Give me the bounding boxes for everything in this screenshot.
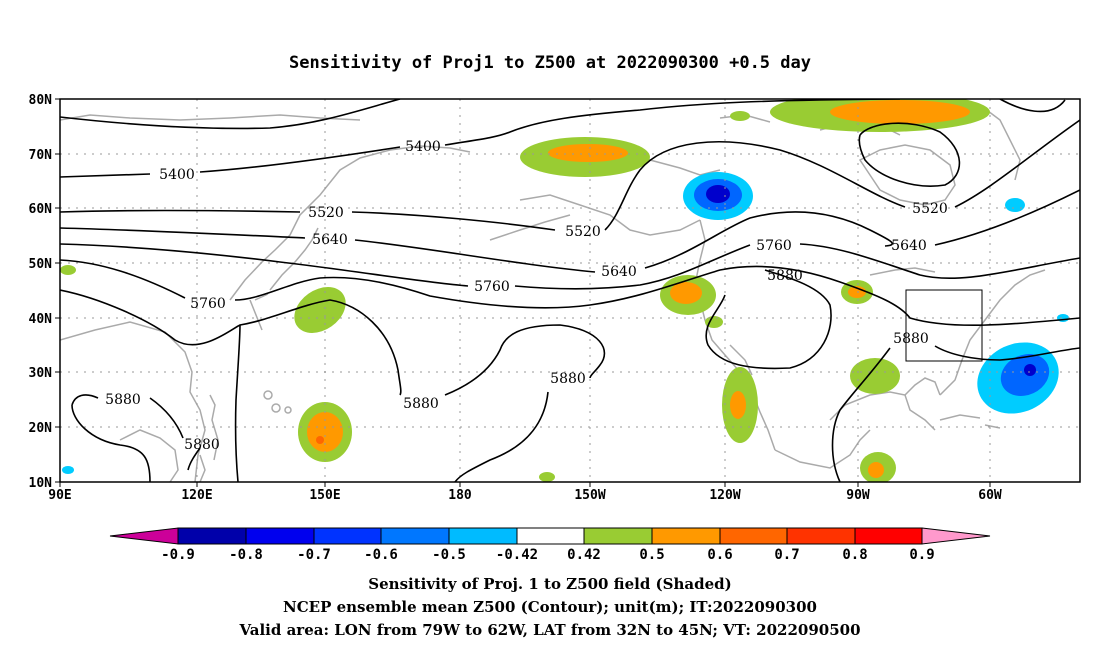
colorbar-seg-10	[786, 527, 856, 545]
contour-label: 5400	[159, 167, 195, 183]
colorbar-seg-2	[245, 527, 315, 545]
lat-axis: 80N 70N 60N 50N 40N 30N 20N 10N	[29, 93, 60, 491]
shade-spot-5	[62, 466, 74, 474]
contour-label: 5880	[403, 396, 439, 412]
colorbar-label: 0.7	[774, 547, 799, 563]
colorbar-seg-5	[448, 527, 518, 545]
shade-caribbean	[860, 452, 896, 482]
contour-label: 5400	[405, 139, 441, 155]
lon-label: 90E	[48, 488, 71, 503]
shade-arctic	[770, 99, 990, 132]
shade-bering	[520, 137, 650, 177]
lat-label: 70N	[29, 148, 53, 163]
map-frame	[59, 98, 1081, 483]
caption-line-3: Valid area: LON from 79W to 62W, LAT fro…	[238, 621, 860, 639]
colorbar-label: 0.8	[842, 547, 867, 563]
lon-label: 150W	[574, 488, 605, 503]
colorbar-seg-1	[177, 527, 247, 545]
sensitivity-shading	[60, 99, 1069, 482]
contours	[60, 99, 1080, 482]
colorbar-seg-7	[583, 527, 653, 545]
shade-spot-3	[60, 265, 76, 275]
colorbar-label: -0.7	[297, 547, 331, 563]
contour-label: 5520	[308, 205, 344, 221]
lon-label: 60W	[978, 488, 1002, 503]
colorbar-seg-9	[719, 527, 788, 545]
valid-area-box	[905, 289, 983, 362]
lon-label: 120W	[709, 488, 740, 503]
colorbar-label: -0.42	[496, 547, 538, 563]
colorbar-label: 0.42	[567, 547, 601, 563]
caption-line-1: Sensitivity of Proj. 1 to Z500 field (Sh…	[368, 575, 731, 593]
colorbar-label: 0.6	[707, 547, 732, 563]
lat-label: 30N	[29, 366, 53, 381]
colorbar-seg-11	[854, 527, 923, 545]
map-title: Sensitivity of Proj1 to Z500 at 20220903…	[289, 53, 811, 73]
lat-label: 40N	[29, 312, 53, 327]
lon-label: 150E	[309, 488, 340, 503]
shade-mexico	[722, 367, 758, 443]
shade-gulf	[850, 358, 900, 394]
colorbar-seg-3	[313, 527, 382, 545]
shade-japan	[294, 287, 346, 333]
lon-label: 180	[448, 488, 472, 503]
shade-west-pacific	[298, 402, 352, 462]
map-panel: 5400 5400 5520 5520 5520 5640 5640 5640 …	[29, 93, 1081, 503]
contour-label: 5880	[105, 392, 141, 408]
colorbar-label: -0.6	[364, 547, 398, 563]
colorbar-seg-6	[516, 527, 585, 545]
colorbar-seg-8	[651, 527, 721, 545]
lat-label: 20N	[29, 421, 53, 436]
contour-label: 5760	[474, 279, 510, 295]
colorbar-label: 0.9	[909, 547, 934, 563]
lat-label: 50N	[29, 257, 53, 272]
contour-label: 5520	[912, 201, 948, 217]
lat-label: 60N	[29, 202, 53, 217]
colorbar-seg-0	[109, 527, 179, 545]
contour-label: 5880	[767, 268, 803, 284]
contour-label: 5640	[891, 238, 927, 254]
contour-label: 5880	[893, 331, 929, 347]
colorbar-labels: -0.9 -0.8 -0.7 -0.6 -0.5 -0.42 0.42 0.5 …	[161, 547, 935, 563]
contour-label: 5520	[565, 224, 601, 240]
caption-line-2: NCEP ensemble mean Z500 (Contour); unit(…	[283, 598, 817, 616]
colorbar-label: 0.5	[639, 547, 664, 563]
lat-label: 80N	[29, 93, 53, 108]
shade-gulf-of-alaska	[683, 172, 753, 220]
colorbar-label: -0.8	[229, 547, 263, 563]
contour-label: 5640	[601, 264, 637, 280]
colorbar	[109, 527, 991, 545]
lon-label: 90W	[846, 488, 870, 503]
shade-spot-1	[1005, 198, 1025, 212]
colorbar-label: -0.5	[432, 547, 466, 563]
lat-label: 10N	[29, 476, 53, 491]
shade-spot-4	[539, 472, 555, 482]
colorbar-seg-4	[380, 527, 450, 545]
shade-atlantic	[977, 342, 1059, 414]
grid	[60, 99, 1080, 482]
lon-axis: 90E 120E 150E 180 150W 120W 90W 60W	[48, 482, 1002, 503]
contour-label: 5760	[190, 296, 226, 312]
contour-label: 5760	[756, 238, 792, 254]
colorbar-seg-12	[921, 527, 991, 545]
lon-label: 120E	[181, 488, 212, 503]
contour-labels: 5400 5400 5520 5520 5520 5640 5640 5640 …	[105, 139, 948, 453]
contour-label: 5640	[312, 232, 348, 248]
contour-label: 5880	[184, 437, 220, 453]
colorbar-label: -0.9	[161, 547, 195, 563]
contour-label: 5880	[550, 371, 586, 387]
shade-spot-6	[730, 111, 750, 121]
